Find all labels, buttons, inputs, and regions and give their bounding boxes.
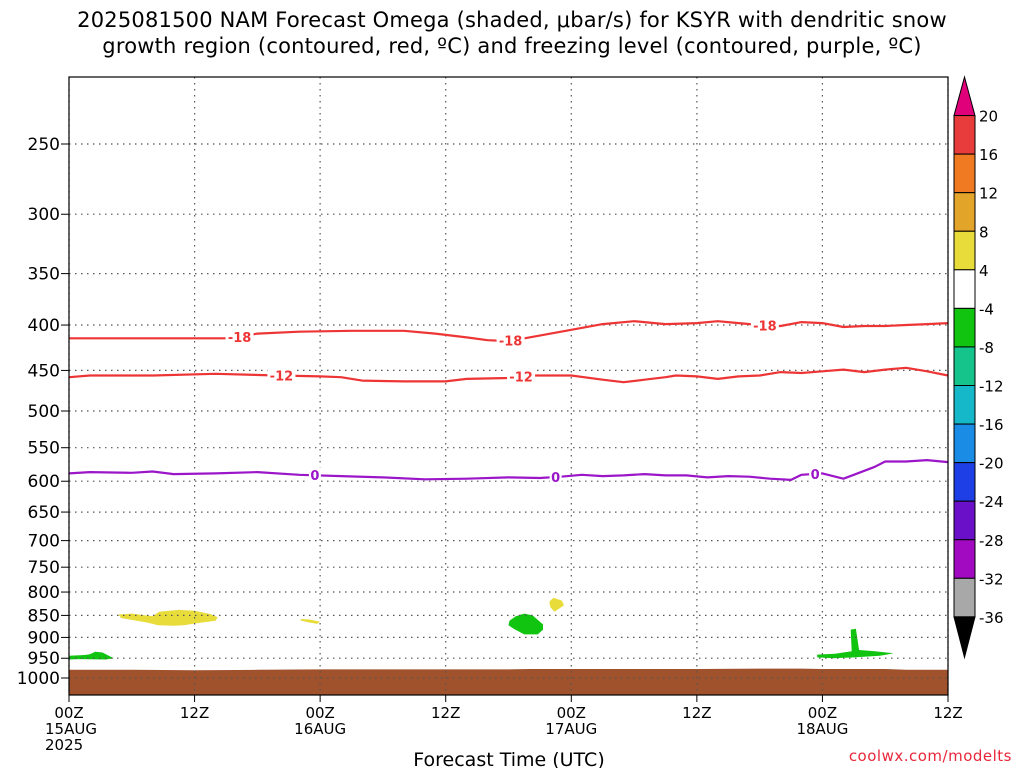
axes-layer: 2503003504004505005506006507007508008509…: [17, 76, 963, 754]
contour-label-bg: [308, 467, 321, 484]
x-tick-label: 12Z: [180, 704, 209, 722]
colorbar-label: 8: [979, 223, 989, 241]
colorbar-max-arrow: [953, 75, 976, 117]
y-tick-label: 800: [28, 583, 60, 603]
chart-title-line2: growth region (contoured, red, ºC) and f…: [102, 34, 922, 58]
colorbar-swatch: [953, 577, 976, 618]
y-tick-label: 650: [28, 503, 60, 523]
y-tick-label: 950: [28, 649, 60, 669]
colorbar-swatch: [953, 269, 976, 309]
omega-shading-layer: [69, 597, 894, 660]
y-tick-label: 450: [28, 361, 60, 381]
colorbar-label: -20: [979, 455, 1004, 473]
contour-label-bg: [507, 368, 536, 385]
contour-label-bg: [809, 465, 822, 482]
contour-label-bg: [225, 328, 254, 345]
colorbar-label: 16: [979, 146, 998, 164]
omega-region-2: [300, 619, 321, 624]
y-tick-label: 700: [28, 532, 60, 552]
omega-region-1: [118, 609, 218, 626]
colorbar-swatch: [953, 192, 976, 232]
colorbar-label: 12: [979, 185, 998, 203]
x-tick-label: 16AUG: [294, 720, 346, 738]
colorbar-label: 20: [979, 108, 998, 126]
credit-text: coolwx.com/modelts: [848, 747, 1012, 765]
colorbar-swatch: [953, 153, 976, 194]
contour-label-bg: [750, 317, 779, 334]
contour-label: -12: [509, 371, 533, 386]
x-tick-label: 18AUG: [796, 720, 848, 738]
colorbar-label: -36: [979, 609, 1004, 627]
contour-label: 0: [551, 471, 560, 486]
y-tick-label: 500: [28, 402, 60, 422]
y-tick-label: 350: [28, 265, 60, 285]
colorbar-label: -8: [979, 339, 994, 357]
colorbar-label: -16: [979, 416, 1004, 434]
x-axis-label: Forecast Time (UTC): [413, 749, 604, 768]
chart-title-line1: 2025081500 NAM Forecast Omega (shaded, μ…: [77, 8, 947, 32]
terrain-layer: [69, 668, 948, 695]
colorbar-label: 4: [979, 262, 989, 280]
x-tick-label: 15AUG: [45, 720, 97, 738]
y-tick-label: 750: [28, 558, 60, 578]
colorbar-label: -4: [979, 300, 994, 318]
x-tick-label: 00Z: [54, 704, 83, 722]
grid-layer: [68, 77, 949, 695]
contour-label-bg: [267, 367, 296, 384]
y-tick-label: 400: [28, 316, 60, 336]
colorbar-swatch: [953, 115, 976, 155]
colorbar-label: -12: [979, 378, 1004, 396]
contour-label-bg: [549, 469, 562, 486]
contour-line-0: [69, 320, 949, 343]
omega-region-5: [69, 651, 114, 660]
terrain-fill: [69, 668, 948, 695]
y-tick-label: 250: [28, 135, 60, 155]
y-tick-label: 900: [28, 628, 60, 648]
omega-region-4: [508, 613, 543, 635]
contour-label-bg: [496, 332, 525, 349]
x-tick-label: 12Z: [933, 704, 962, 722]
y-tick-label: 300: [28, 205, 60, 225]
colorbar-swatch: [953, 423, 976, 464]
omega-region-3: [549, 597, 564, 612]
y-tick-label: 600: [28, 472, 60, 492]
contour-label: 0: [310, 469, 319, 484]
contour-label: -12: [270, 370, 294, 385]
x-tick-label: 00Z: [305, 704, 334, 722]
x-tick-label: 12Z: [682, 704, 711, 722]
contour-label: -18: [499, 335, 523, 350]
colorbar-swatch: [953, 385, 976, 425]
contour-line-1: [68, 366, 949, 384]
colorbar-swatch: [953, 539, 976, 579]
y-tick-label: 850: [28, 606, 60, 626]
x-tick-label: 00Z: [557, 704, 586, 722]
colorbar-swatch: [953, 500, 976, 541]
colorbar-min-arrow: [953, 616, 976, 660]
x-tick-label: 00Z: [808, 704, 837, 722]
colorbar-label: -24: [979, 493, 1004, 511]
omega-region-6: [817, 628, 894, 659]
contour-line-2: [68, 459, 949, 481]
colorbar-swatch: [953, 462, 976, 502]
x-tick-label: 12Z: [431, 704, 460, 722]
contour-label: -18: [228, 331, 252, 346]
colorbar: 20 16 12 8 4 -4 -8 -12 -16 -20 -24 -28 -32 -36: [953, 75, 1004, 660]
colorbar-swatch: [953, 230, 976, 271]
x-tick-label: 2025: [45, 736, 83, 754]
colorbar-label: -32: [979, 570, 1004, 588]
contour-label: -18: [753, 319, 777, 334]
colorbar-label: -28: [979, 532, 1004, 550]
colorbar-swatch: [953, 346, 976, 386]
plot-frame: [68, 76, 949, 696]
contour-layer: -18 -18 -18 -12 -12 0 0 0: [68, 317, 949, 486]
y-tick-label: 550: [28, 439, 60, 459]
x-tick-label: 17AUG: [545, 720, 597, 738]
contour-label: 0: [811, 468, 820, 483]
colorbar-swatch: [953, 307, 976, 348]
y-tick-label: 1000: [17, 669, 60, 689]
